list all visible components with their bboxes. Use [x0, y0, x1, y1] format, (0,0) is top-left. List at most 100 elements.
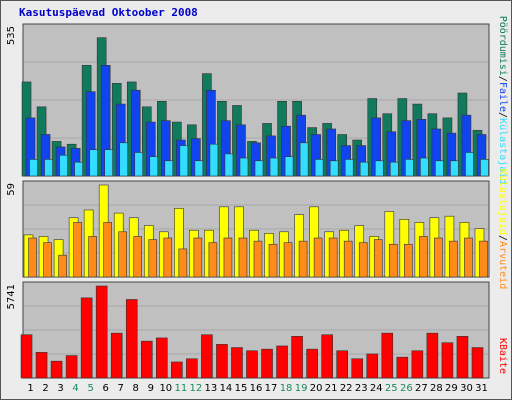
bar-middle-arvuteid-day-12 — [193, 237, 203, 278]
x-tick-label-day-24: 24 — [370, 383, 383, 394]
bar-top-k-lastajaid-day-9 — [149, 156, 159, 177]
x-tick-label-day-4: 4 — [72, 383, 78, 394]
bar-top-k-lastajaid-day-13 — [209, 143, 219, 177]
bar-top-k-lastajaid-day-31 — [480, 159, 489, 177]
legend-entry: Külastajaid — [497, 169, 508, 235]
x-tick-label-day-8: 8 — [133, 383, 139, 394]
bar-middle-arvuteid-day-15 — [238, 237, 248, 278]
bar-bottom-kbaite-day-3 — [50, 360, 63, 379]
chart-title: Kasutuspäevad Oktoober 2008 — [19, 6, 198, 19]
bar-middle-arvuteid-day-18 — [283, 242, 293, 278]
bar-bottom-kbaite-day-19 — [291, 336, 303, 379]
legend-middle: Külastajaid/Arvuteid — [497, 169, 508, 289]
bar-bottom-kbaite-day-11 — [171, 361, 183, 379]
bar-top-k-lastajaid-day-11 — [179, 145, 189, 177]
bar-bottom-kbaite-day-9 — [140, 340, 153, 379]
x-tick-label-day-6: 6 — [102, 383, 108, 394]
x-tick-label-day-10: 10 — [159, 383, 172, 394]
bar-middle-arvuteid-day-5 — [88, 236, 97, 278]
bar-middle-arvuteid-day-1 — [28, 237, 37, 278]
legend-entry: Külastajaid — [497, 118, 508, 184]
bar-top-k-lastajaid-day-14 — [224, 153, 234, 177]
bar-middle-arvuteid-day-9 — [148, 239, 158, 278]
bar-top-k-lastajaid-day-4 — [74, 161, 83, 177]
bar-middle-arvuteid-day-6 — [103, 222, 112, 278]
bar-top-k-lastajaid-day-2 — [44, 159, 53, 177]
bar-bottom-kbaite-day-13 — [201, 334, 213, 379]
bar-middle-arvuteid-day-31 — [479, 240, 488, 278]
bar-bottom-kbaite-day-8 — [125, 299, 138, 379]
x-tick-label-day-13: 13 — [205, 383, 218, 394]
bar-bottom-kbaite-day-16 — [246, 350, 258, 379]
bar-top-k-lastajaid-day-5 — [89, 149, 98, 177]
x-tick-label-day-1: 1 — [27, 383, 33, 394]
y-max-label: 59 — [6, 183, 17, 196]
bar-bottom-kbaite-day-10 — [156, 337, 168, 379]
bar-middle-arvuteid-day-20 — [313, 237, 323, 278]
x-tick-label-day-3: 3 — [57, 383, 63, 394]
y-max-label: 535 — [6, 26, 17, 45]
legend-entry: KBaite — [497, 338, 508, 374]
bar-bottom-kbaite-day-4 — [65, 355, 78, 379]
x-tick-label-day-19: 19 — [295, 383, 308, 394]
x-tick-label-day-7: 7 — [118, 383, 124, 394]
bar-top-k-lastajaid-day-17 — [269, 157, 279, 177]
bar-top-k-lastajaid-day-25 — [389, 161, 399, 177]
bar-middle-arvuteid-day-10 — [163, 237, 173, 278]
x-tick-label-day-28: 28 — [430, 383, 443, 394]
bar-bottom-kbaite-day-18 — [276, 345, 288, 379]
bar-top-k-lastajaid-day-16 — [254, 160, 264, 177]
x-tick-label-day-14: 14 — [220, 383, 233, 394]
bar-top-k-lastajaid-day-28 — [435, 160, 444, 177]
bar-middle-arvuteid-day-13 — [208, 242, 218, 278]
bar-middle-arvuteid-day-26 — [404, 243, 413, 278]
y-max-label: 5741 — [6, 284, 17, 309]
x-tick-label-day-9: 9 — [148, 383, 154, 394]
bar-top-k-lastajaid-day-12 — [194, 160, 204, 177]
bar-middle-arvuteid-day-11 — [178, 248, 188, 278]
bar-top-k-lastajaid-day-20 — [314, 159, 324, 177]
bar-middle-arvuteid-day-4 — [73, 222, 82, 278]
bar-bottom-kbaite-day-7 — [110, 332, 123, 379]
bar-top-k-lastajaid-day-23 — [359, 161, 369, 177]
bar-bottom-kbaite-day-22 — [336, 350, 348, 379]
bar-bottom-kbaite-day-6 — [95, 285, 108, 379]
bar-bottom-kbaite-day-21 — [321, 334, 333, 379]
bar-middle-arvuteid-day-28 — [434, 237, 443, 278]
bar-bottom-kbaite-day-27 — [411, 350, 424, 379]
bar-top-k-lastajaid-day-24 — [374, 160, 384, 177]
bar-middle-arvuteid-day-27 — [419, 236, 428, 278]
bar-middle-arvuteid-day-16 — [253, 240, 263, 278]
bar-bottom-kbaite-day-23 — [351, 358, 364, 379]
bar-top-k-lastajaid-day-19 — [299, 142, 309, 177]
x-tick-label-day-12: 12 — [190, 383, 203, 394]
x-tick-label-day-27: 27 — [415, 383, 428, 394]
bar-middle-arvuteid-day-21 — [328, 237, 338, 278]
bar-bottom-kbaite-day-30 — [456, 336, 469, 379]
bar-bottom-kbaite-day-5 — [80, 297, 93, 379]
bar-middle-arvuteid-day-24 — [373, 239, 383, 278]
bar-bottom-kbaite-day-24 — [366, 353, 379, 379]
bar-top-k-lastajaid-day-15 — [239, 157, 249, 177]
legend-bottom: KBaite — [497, 338, 508, 374]
x-tick-label-day-25: 25 — [385, 383, 398, 394]
bar-top-k-lastajaid-day-8 — [134, 152, 144, 177]
bar-top-k-lastajaid-day-3 — [59, 154, 68, 177]
bar-bottom-kbaite-day-31 — [471, 347, 484, 379]
bar-top-k-lastajaid-day-21 — [329, 160, 339, 177]
bar-middle-arvuteid-day-14 — [223, 237, 233, 278]
x-tick-label-day-22: 22 — [340, 383, 353, 394]
x-tick-label-day-2: 2 — [42, 383, 48, 394]
bar-middle-arvuteid-day-19 — [298, 240, 308, 278]
x-tick-label-day-26: 26 — [400, 383, 413, 394]
x-tick-label-day-11: 11 — [174, 383, 187, 394]
x-tick-label-day-18: 18 — [280, 383, 293, 394]
x-tick-label-day-17: 17 — [265, 383, 278, 394]
legend-entry: / — [497, 76, 508, 82]
bar-middle-arvuteid-day-23 — [358, 242, 368, 278]
legend-entry: Arvuteid — [497, 241, 508, 289]
legend-top: Pöördumisi/Faile/Külastajaid — [497, 16, 508, 185]
bar-bottom-kbaite-day-20 — [306, 348, 318, 379]
bar-bottom-kbaite-day-17 — [261, 348, 273, 379]
legend-entry: Faile — [497, 82, 508, 112]
